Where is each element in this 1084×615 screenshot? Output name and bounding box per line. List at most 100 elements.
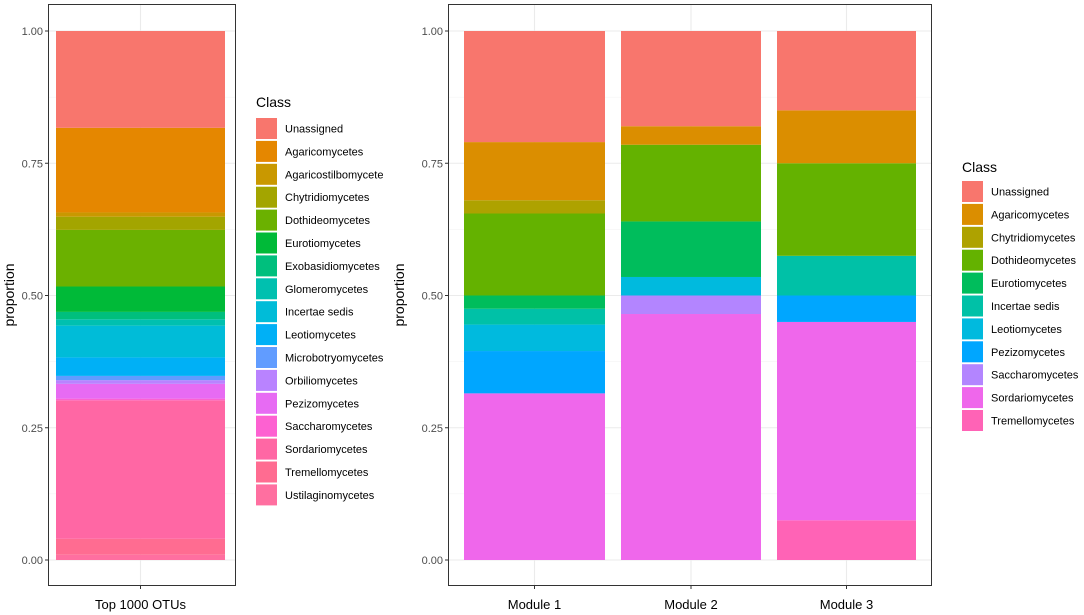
legend-label-tremellomycetes: Tremellomycetes bbox=[285, 467, 369, 479]
legend-swatch-saccharomycetes bbox=[256, 415, 277, 437]
y-tick-label: 0.25 bbox=[422, 423, 443, 435]
legend-label-dothideomycetes: Dothideomycetes bbox=[991, 255, 1076, 267]
bar-segment-pezizomycetes bbox=[56, 383, 225, 399]
y-tick-label: 0.25 bbox=[22, 423, 43, 435]
legend-swatch-unassigned bbox=[256, 118, 277, 139]
legend-label-leotiomycetes: Leotiomycetes bbox=[285, 330, 356, 342]
bar-segment-leotiomycetes bbox=[464, 324, 605, 352]
legend-label-exobasidiomycetes: Exobasidiomycetes bbox=[285, 261, 380, 273]
legend-swatch-chytridiomycetes bbox=[256, 186, 277, 208]
legend-label-eurotiomycetes: Eurotiomycetes bbox=[285, 238, 361, 250]
legend-label-eurotiomycetes: Eurotiomycetes bbox=[991, 278, 1067, 290]
plot-border bbox=[48, 4, 236, 586]
bar-segment-unassigned bbox=[56, 31, 225, 128]
bar-stack-module-3 bbox=[777, 31, 916, 560]
legend-label-orbiliomycetes: Orbiliomycetes bbox=[285, 375, 358, 387]
legend-swatch-agaricomycetes bbox=[256, 140, 277, 162]
bar-segment-leotiomycetes bbox=[56, 357, 225, 376]
bar-segment-incertae-sedis bbox=[777, 255, 916, 296]
bar-segment-incertae-sedis bbox=[464, 308, 605, 325]
legend-label-chytridiomycetes: Chytridiomycetes bbox=[991, 232, 1076, 244]
bar-segment-agaricomycetes bbox=[777, 110, 916, 164]
y-tick-label: 0.00 bbox=[422, 555, 443, 567]
legend-swatch-agaricomycetes bbox=[962, 203, 983, 225]
legend-swatch-glomeromycetes bbox=[256, 278, 277, 300]
legend-label-leotiomycetes: Leotiomycetes bbox=[991, 324, 1062, 336]
legend: Class Unassigned Agaricomycetes Agaricostil… bbox=[256, 94, 384, 506]
legend-swatch-incertae-sedis bbox=[256, 301, 277, 323]
bar-segment-dothideomycetes bbox=[56, 229, 225, 287]
bar-segment-agaricomycetes bbox=[56, 127, 225, 213]
plot-border bbox=[448, 4, 932, 586]
bar-segment-pezizomycetes bbox=[777, 295, 916, 322]
legend-swatch-eurotiomycetes bbox=[962, 272, 983, 294]
legend-label-pezizomycetes: Pezizomycetes bbox=[285, 398, 359, 410]
y-tick-label: 0.75 bbox=[422, 158, 443, 170]
legend-swatch-dothideomycetes bbox=[962, 249, 983, 271]
bar-segment-pezizomycetes bbox=[464, 351, 605, 394]
bar-segment-sordariomycetes bbox=[621, 314, 761, 560]
y-tick-label: 0.50 bbox=[422, 291, 443, 303]
legend-swatch-exobasidiomycetes bbox=[256, 255, 277, 277]
legend-label-agaricostilbomycete: Agaricostilbomycete bbox=[285, 169, 383, 181]
bar-segment-unassigned bbox=[464, 31, 605, 143]
legend-swatch-tremellomycetes bbox=[256, 461, 277, 483]
bar-segment-saccharomycetes bbox=[621, 295, 761, 315]
legend-swatch-tremellomycetes bbox=[962, 410, 983, 431]
legend-swatch-pezizomycetes bbox=[962, 341, 983, 363]
bar-segment-exobasidiomycetes bbox=[56, 311, 225, 320]
bar-segment-eurotiomycetes bbox=[56, 286, 225, 312]
legend-label-unassigned: Unassigned bbox=[991, 187, 1049, 199]
bar-segment-ustilaginomycetes bbox=[56, 554, 225, 560]
bar-segment-dothideomycetes bbox=[464, 213, 605, 296]
legend-label-saccharomycetes: Saccharomycetes bbox=[285, 421, 373, 433]
bar-segment-chytridiomycetes bbox=[464, 200, 605, 214]
chart-panel-1: 0.00 0.25 0.50 0.75 1.00 Top 1000 OTUs proport… bbox=[1, 4, 384, 612]
x-tick-label: Module 2 bbox=[664, 597, 717, 612]
legend-swatch-unassigned bbox=[962, 181, 983, 202]
legend-swatch-dothideomycetes bbox=[256, 209, 277, 231]
legend-title: Class bbox=[256, 94, 291, 110]
bar-segment-tremellomycetes bbox=[777, 520, 916, 560]
legend-label-agaricomycetes: Agaricomycetes bbox=[991, 209, 1070, 221]
chart-panel-2: 0.00 0.25 0.50 0.75 1.00 Module 1 Module 2 Modu… bbox=[391, 4, 1079, 612]
legend-swatch-agaricostilbomycete bbox=[256, 163, 277, 185]
x-tick-label: Top 1000 OTUs bbox=[95, 597, 187, 612]
legend-label-chytridiomycetes: Chytridiomycetes bbox=[285, 192, 370, 204]
legend-swatch-orbiliomycetes bbox=[256, 369, 277, 391]
y-axis-title: proportion bbox=[1, 263, 17, 326]
legend-label-tremellomycetes: Tremellomycetes bbox=[991, 416, 1075, 428]
bar-segment-tremellomycetes bbox=[56, 538, 225, 555]
bar-segment-orbiliomycetes bbox=[56, 380, 225, 384]
y-tick-label: 0.00 bbox=[22, 555, 43, 567]
bar-stack-top-1000-otus bbox=[56, 31, 225, 560]
legend-label-pezizomycetes: Pezizomycetes bbox=[991, 347, 1065, 359]
bar-stack-module-1 bbox=[464, 31, 605, 560]
legend-swatch-incertae-sedis bbox=[962, 295, 983, 317]
bar-segment-microbotryomycetes bbox=[56, 375, 225, 381]
legend-label-sordariomycetes: Sordariomycetes bbox=[991, 393, 1074, 405]
bar-segment-sordariomycetes bbox=[56, 400, 225, 539]
legend-swatch-ustilaginomycetes bbox=[256, 484, 277, 506]
bar-segment-saccharomycetes bbox=[56, 398, 225, 401]
bar-segment-glomeromycetes bbox=[56, 319, 225, 326]
legend-label-unassigned: Unassigned bbox=[285, 124, 343, 136]
legend-label-dothideomycetes: Dothideomycetes bbox=[285, 215, 370, 227]
bar-segment-leotiomycetes bbox=[621, 276, 761, 296]
bar-segment-dothideomycetes bbox=[777, 163, 916, 256]
legend-swatch-microbotryomycetes bbox=[256, 347, 277, 368]
x-tick-label: Module 1 bbox=[508, 597, 561, 612]
legend-label-saccharomycetes: Saccharomycetes bbox=[991, 370, 1079, 382]
legend-label-agaricomycetes: Agaricomycetes bbox=[285, 146, 364, 158]
legend-label-incertae-sedis: Incertae sedis bbox=[285, 307, 354, 319]
bar-segment-chytridiomycetes bbox=[56, 216, 225, 230]
y-axis-title: proportion bbox=[391, 263, 407, 326]
legend-label-ustilaginomycetes: Ustilaginomycetes bbox=[285, 490, 375, 502]
legend-swatch-pezizomycetes bbox=[256, 392, 277, 414]
legend-label-microbotryomycetes: Microbotryomycetes bbox=[285, 353, 384, 365]
bar-segment-eurotiomycetes bbox=[621, 221, 761, 277]
legend-label-incertae-sedis: Incertae sedis bbox=[991, 301, 1060, 313]
legend-swatch-sordariomycetes bbox=[962, 387, 983, 409]
